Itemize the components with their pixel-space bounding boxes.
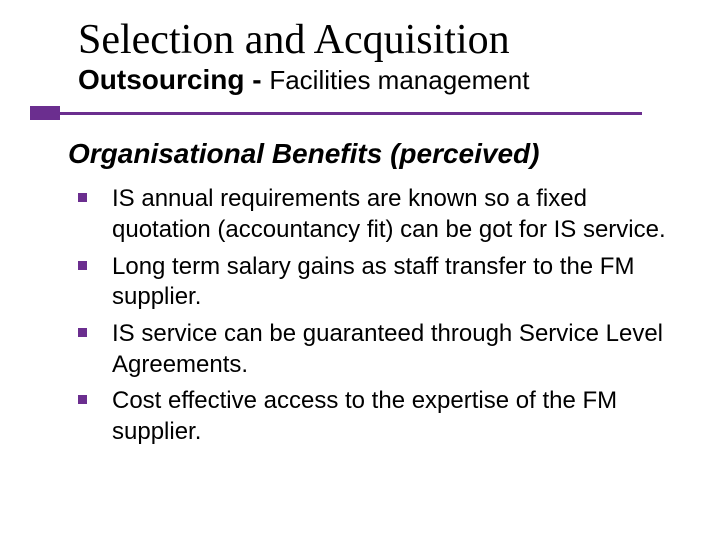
- subtitle-bold: Outsourcing -: [78, 64, 269, 95]
- rule-line: [30, 112, 642, 115]
- slide: Selection and Acquisition Outsourcing - …: [0, 0, 720, 540]
- slide-title: Selection and Acquisition: [78, 18, 690, 62]
- square-bullet-icon: [78, 328, 87, 337]
- list-item: IS service can be guaranteed through Ser…: [78, 319, 690, 380]
- slide-subtitle: Outsourcing - Facilities management: [78, 64, 690, 96]
- square-bullet-icon: [78, 261, 87, 270]
- subtitle-light: Facilities management: [269, 65, 529, 95]
- square-bullet-icon: [78, 395, 87, 404]
- rule-box: [30, 106, 60, 120]
- bullet-list: IS annual requirements are known so a fi…: [78, 184, 690, 448]
- title-rule: [30, 106, 642, 120]
- list-item-text: Long term salary gains as staff transfer…: [112, 253, 634, 311]
- list-item-text: IS service can be guaranteed through Ser…: [112, 320, 663, 378]
- list-item: Long term salary gains as staff transfer…: [78, 252, 690, 313]
- list-item: IS annual requirements are known so a fi…: [78, 184, 690, 245]
- list-item-text: Cost effective access to the expertise o…: [112, 387, 617, 445]
- square-bullet-icon: [78, 193, 87, 202]
- section-heading: Organisational Benefits (perceived): [68, 138, 690, 170]
- list-item-text: IS annual requirements are known so a fi…: [112, 185, 666, 243]
- list-item: Cost effective access to the expertise o…: [78, 386, 690, 447]
